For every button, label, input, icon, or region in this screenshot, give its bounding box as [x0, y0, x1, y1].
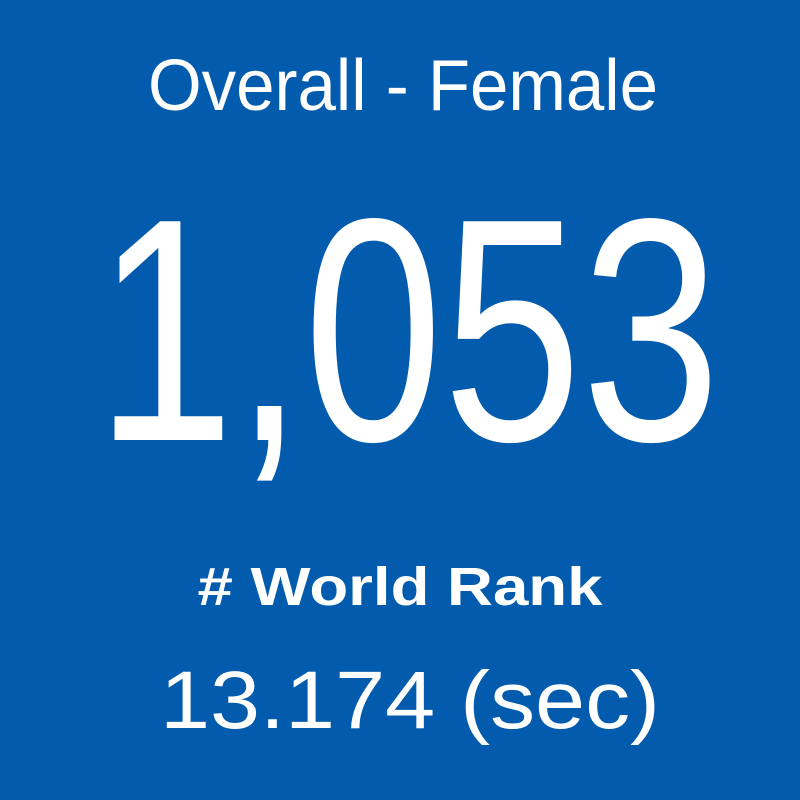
tile-title: Overall - Female [148, 46, 658, 126]
stat-detail: 13.174 (sec) [160, 655, 660, 746]
stat-label: # World Rank [198, 557, 604, 617]
stat-value: 1,053 [96, 153, 721, 508]
